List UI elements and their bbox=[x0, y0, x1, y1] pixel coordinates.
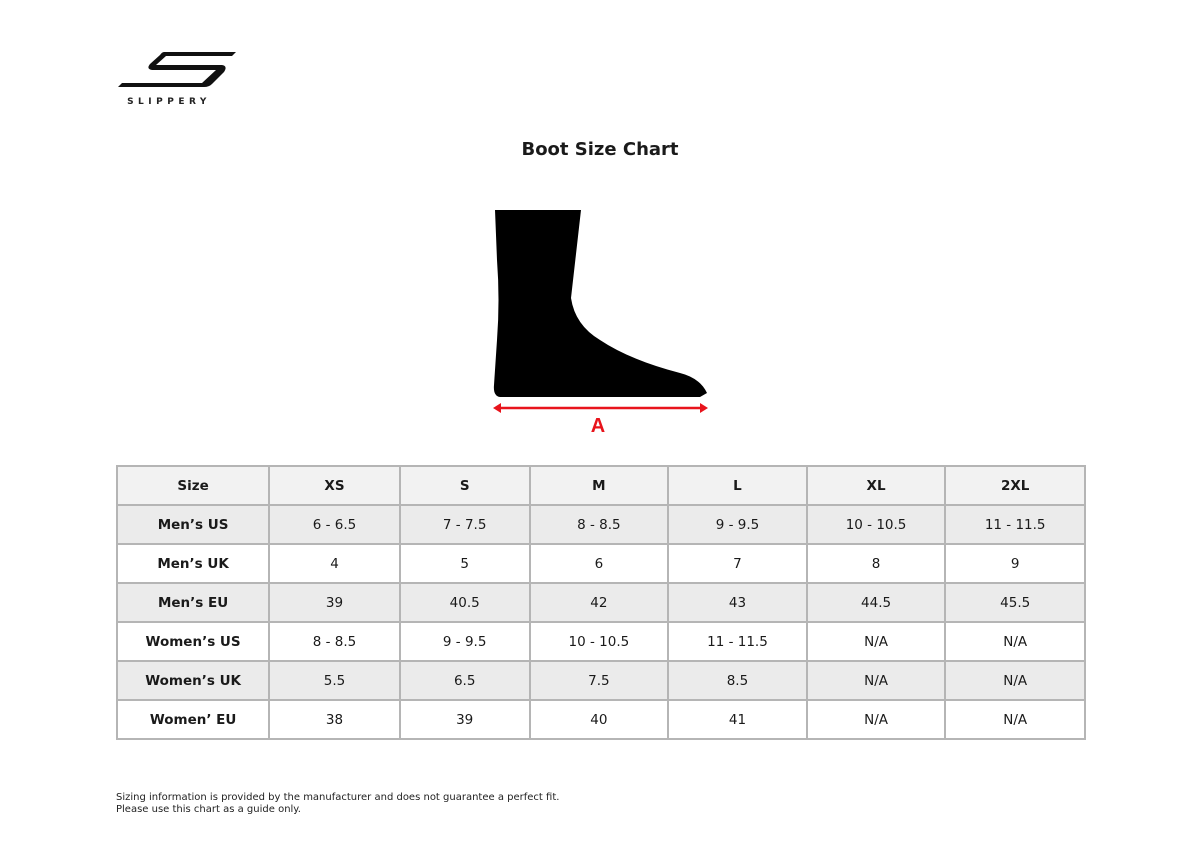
table-cell: 9 bbox=[944, 543, 1086, 584]
row-label: Men’s EU bbox=[115, 582, 271, 623]
row-label: Women’s US bbox=[115, 621, 271, 662]
table-cell: 45.5 bbox=[944, 582, 1086, 623]
table-cell: 8.5 bbox=[667, 660, 808, 701]
column-header: M bbox=[528, 465, 670, 506]
size-table: Size XS S M L XL 2XL Men’s US 6 - 6.5 7 - 7.5 8 -… bbox=[115, 465, 1086, 740]
table-header-row: Size XS S M L XL 2XL bbox=[115, 465, 1086, 506]
column-header: XL bbox=[805, 465, 947, 506]
table-row: Men’s UK 4 5 6 7 8 9 bbox=[115, 543, 1086, 584]
table-cell: 5 bbox=[398, 543, 531, 584]
table-row: Women’s UK 5.5 6.5 7.5 8.5 N/A N/A bbox=[115, 660, 1086, 701]
table-cell: 41 bbox=[667, 699, 808, 740]
table-cell: 10 - 10.5 bbox=[528, 621, 670, 662]
disclaimer-line-1: Sizing information is provided by the ma… bbox=[116, 792, 560, 803]
disclaimer: Sizing information is provided by the ma… bbox=[116, 792, 559, 816]
column-header: S bbox=[398, 465, 531, 506]
table-cell: N/A bbox=[805, 621, 947, 662]
table-cell: 4 bbox=[268, 543, 401, 584]
table-cell: 38 bbox=[268, 699, 401, 740]
table-cell: N/A bbox=[944, 699, 1086, 740]
disclaimer-line-2: Please use this chart as a guide only. bbox=[116, 804, 301, 815]
table-cell: 43 bbox=[667, 582, 808, 623]
row-label: Women’s UK bbox=[115, 660, 271, 701]
row-label: Men’s US bbox=[115, 504, 271, 545]
row-label: Men’s UK bbox=[115, 543, 271, 584]
column-header: XS bbox=[268, 465, 401, 506]
table-cell: 7.5 bbox=[528, 660, 670, 701]
table-cell: 40.5 bbox=[398, 582, 531, 623]
table-cell: 6.5 bbox=[398, 660, 531, 701]
table-cell: 8 - 8.5 bbox=[528, 504, 670, 545]
table-cell: 9 - 9.5 bbox=[667, 504, 808, 545]
table-cell: 5.5 bbox=[268, 660, 401, 701]
table-cell: 42 bbox=[528, 582, 670, 623]
table-cell: 6 - 6.5 bbox=[268, 504, 401, 545]
table-cell: 9 - 9.5 bbox=[398, 621, 531, 662]
table-cell: 44.5 bbox=[805, 582, 947, 623]
brand-name: SLIPPERY bbox=[127, 97, 211, 107]
row-label: Women’ EU bbox=[115, 699, 271, 740]
column-header: Size bbox=[115, 465, 271, 506]
table-cell: 10 - 10.5 bbox=[805, 504, 947, 545]
table-cell: 8 - 8.5 bbox=[268, 621, 401, 662]
boot-measurement-diagram: A bbox=[493, 210, 708, 437]
column-header: L bbox=[667, 465, 808, 506]
column-header: 2XL bbox=[944, 465, 1086, 506]
table-row: Men’s US 6 - 6.5 7 - 7.5 8 - 8.5 9 - 9.5 10 -… bbox=[115, 504, 1086, 545]
table-row: Women’ EU 38 39 40 41 N/A N/A bbox=[115, 699, 1086, 740]
table-cell: 39 bbox=[398, 699, 531, 740]
table-cell: 39 bbox=[268, 582, 401, 623]
table-cell: N/A bbox=[805, 660, 947, 701]
table-row: Women’s US 8 - 8.5 9 - 9.5 10 - 10.5 11 - 11… bbox=[115, 621, 1086, 662]
table-cell: 6 bbox=[528, 543, 670, 584]
table-cell: 11 - 11.5 bbox=[667, 621, 808, 662]
table-cell: N/A bbox=[944, 621, 1086, 662]
table-cell: 7 bbox=[667, 543, 808, 584]
slippery-s-logo-icon bbox=[118, 52, 236, 87]
table-cell: 7 - 7.5 bbox=[398, 504, 531, 545]
table-cell: 8 bbox=[805, 543, 947, 584]
table-cell: 40 bbox=[528, 699, 670, 740]
table-cell: N/A bbox=[805, 699, 947, 740]
table-cell: N/A bbox=[944, 660, 1086, 701]
boot-silhouette bbox=[493, 210, 707, 397]
page-title: Boot Size Chart bbox=[521, 139, 679, 160]
measurement-label: A bbox=[591, 415, 605, 437]
table-cell: 11 - 11.5 bbox=[944, 504, 1086, 545]
table-row: Men’s EU 39 40.5 42 43 44.5 45.5 bbox=[115, 582, 1086, 623]
